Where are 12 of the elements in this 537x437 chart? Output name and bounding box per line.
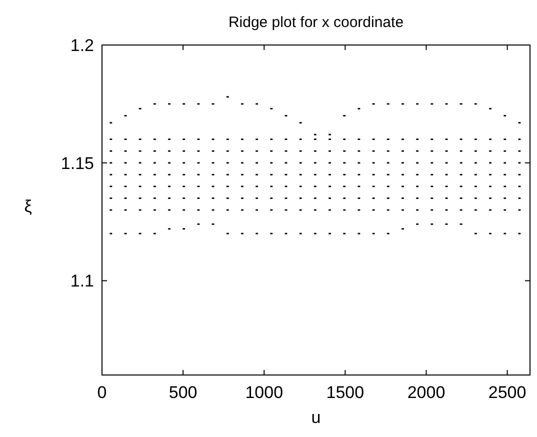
x-tick-label: 0 (97, 383, 107, 402)
chart-title: Ridge plot for x coordinate (228, 14, 404, 31)
x-axis-title: u (311, 408, 321, 427)
y-tick-label: 1.2 (70, 36, 94, 55)
x-tick-label: 500 (168, 383, 198, 402)
x-tick-label: 1000 (245, 383, 284, 402)
x-tick-label: 2000 (407, 383, 446, 402)
y-tick-label: 1.15 (60, 154, 94, 173)
x-tick-label: 2500 (488, 383, 526, 402)
y-tick-label: 1.1 (70, 272, 94, 291)
x-tick-label: 1500 (326, 383, 364, 402)
y-axis-title: ξ (24, 197, 32, 216)
